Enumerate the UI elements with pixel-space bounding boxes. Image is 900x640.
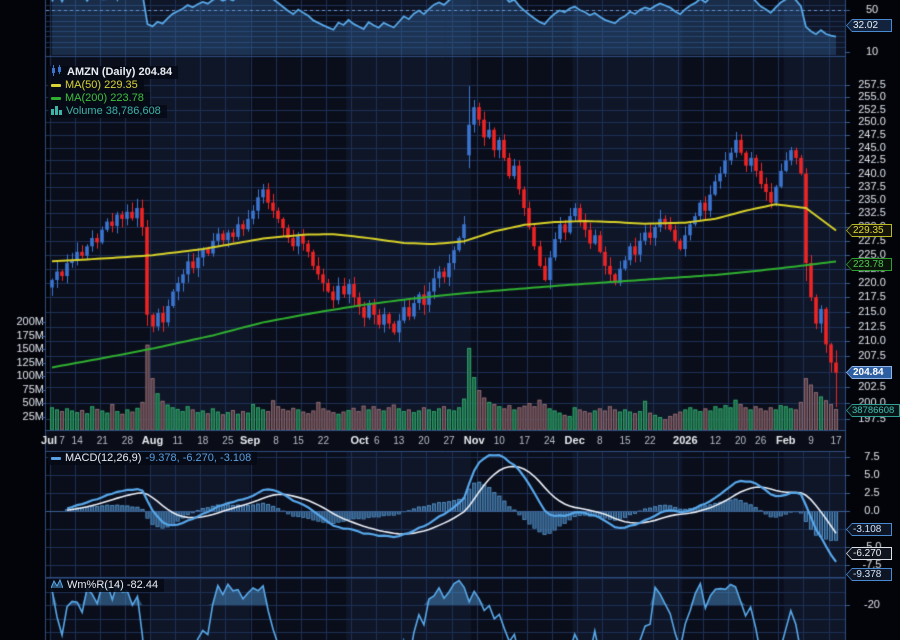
macd-hist-badge: -3.108 <box>846 523 892 536</box>
ma50-legend-row: MA(50) 229.35 <box>48 79 144 92</box>
macd-legend: MACD(12,26,9) -9.378, -6.270, -3.108 <box>48 452 258 465</box>
volume-badge: 38786608 <box>846 404 900 417</box>
price-legend: AMZN (Daily) 204.84 MA(50) 229.35 MA(200… <box>48 65 179 118</box>
ma50-line-icon <box>51 84 61 87</box>
ma50-legend-label: MA(50) 229.35 <box>65 79 138 91</box>
wpr-legend-row: Wm%R(14) -82.44 <box>48 578 165 593</box>
top-indicator-badge: 32.02 <box>846 19 892 32</box>
ma200-line-icon <box>51 97 61 100</box>
ma200-legend-label: MA(200) 223.78 <box>65 92 144 104</box>
candlestick-icon <box>51 65 63 80</box>
price-badge: 204.84 <box>846 366 892 379</box>
wpr-legend-label: Wm%R(14) -82.44 <box>67 579 159 591</box>
volume-bars-icon <box>51 105 62 119</box>
symbol-legend-row: AMZN (Daily) 204.84 <box>48 65 179 80</box>
macd-legend-row: MACD(12,26,9) -9.378, -6.270, -3.108 <box>48 452 258 465</box>
ma200-badge: 223.78 <box>846 258 892 271</box>
ma200-legend-row: MA(200) 223.78 <box>48 92 150 105</box>
macd-line-icon <box>51 457 61 460</box>
ma50-badge: 229.35 <box>846 224 892 237</box>
volume-legend-label: Volume 38,786,608 <box>66 105 161 117</box>
symbol-legend-label: AMZN (Daily) 204.84 <box>67 66 173 78</box>
macd-legend-label: MACD(12,26,9) <box>65 452 142 464</box>
wpr-legend: Wm%R(14) -82.44 <box>48 578 165 593</box>
mountain-icon <box>50 578 64 593</box>
macd-signal-badge: -6.270 <box>846 547 892 560</box>
volume-legend-row: Volume 38,786,608 <box>48 105 167 118</box>
macd-line-badge: -9.378 <box>846 568 892 581</box>
macd-legend-values: -9.378, -6.270, -3.108 <box>145 452 252 464</box>
